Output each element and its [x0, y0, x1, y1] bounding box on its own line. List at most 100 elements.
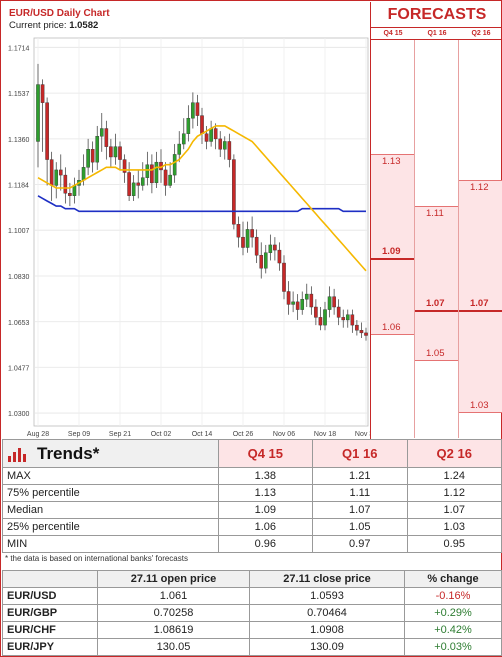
price-head-open: 27.11 open price: [96, 570, 251, 588]
candle: [49, 159, 54, 186]
table-row: 75% percentile 1.13 1.11 1.12: [2, 484, 502, 502]
forecast-median-line: [371, 257, 414, 260]
candle: [45, 102, 49, 160]
forecast-min-label: 1.06: [382, 322, 401, 334]
table-row: EUR/USD 1.061 1.0593 -0.16%: [2, 587, 502, 605]
candle: [323, 309, 327, 326]
candle: [209, 128, 213, 142]
forecast-median-line: [415, 309, 458, 312]
forecast-range-bar: [459, 180, 502, 414]
candle: [90, 149, 95, 163]
forecast-median-line: [459, 309, 502, 312]
forecast-column-header: Q2 16: [459, 28, 502, 40]
x-tick-label: Sep 21: [109, 431, 131, 438]
price-head-change: % change: [404, 570, 502, 588]
price-head-blank: [2, 570, 98, 588]
candle: [263, 252, 268, 269]
forecast-min-label: 1.03: [470, 400, 489, 412]
y-tick-label: 1.1184: [8, 182, 29, 189]
trends-head-q2: Q2 16: [406, 439, 502, 468]
forecast-range-bar: [371, 154, 414, 336]
candle: [150, 164, 154, 184]
forecast-column-header: Q4 15: [371, 28, 415, 40]
candle: [318, 317, 323, 326]
forecast-column: 1.12 1.03 1.07: [459, 40, 502, 438]
forecast-max-label: 1.12: [470, 182, 489, 194]
candle: [200, 115, 204, 134]
y-tick-label: 1.0653: [8, 320, 30, 327]
candle: [181, 133, 186, 145]
candle: [355, 324, 359, 331]
price-chart: EUR/USD Daily Chart Current price: 1.058…: [2, 2, 377, 439]
candle: [332, 296, 336, 308]
y-tick-label: 1.0477: [8, 365, 30, 372]
x-tick-label: Nov 06: [273, 431, 295, 438]
candle: [222, 141, 227, 150]
current-price-value: 1.0582: [69, 20, 99, 31]
forecast-max-label: 1.13: [382, 156, 401, 168]
candle: [364, 332, 368, 336]
candle: [168, 174, 172, 186]
candle: [109, 146, 113, 158]
candle: [232, 159, 236, 225]
candle: [259, 255, 264, 269]
candlestick-chart-svg: 1.0300 1.0477 1.0653 1.0830 1.1007 1.1184 1.13…: [8, 37, 377, 438]
candle: [227, 141, 232, 160]
x-tick-label: Sep 09: [68, 431, 90, 438]
x-tick-label: Nov 18: [314, 431, 336, 438]
candle: [104, 128, 109, 147]
y-tick-label: 1.1360: [8, 137, 30, 144]
trends-table: Trends* Q4 15 Q1 16 Q2 16 MAX 1.38 1.21 1.2…: [2, 439, 502, 553]
table-row: 25% percentile 1.06 1.05 1.03: [2, 518, 502, 536]
table-row: EUR/GBP 0.70258 0.70464 +0.29%: [2, 604, 502, 622]
forecast-min-label: 1.05: [426, 348, 445, 360]
candle: [54, 169, 59, 186]
candle: [58, 169, 63, 176]
candle: [154, 161, 159, 184]
x-tick-label: Aug 28: [27, 431, 49, 438]
candle: [63, 174, 68, 194]
table-row: MIN 0.96 0.97 0.95: [2, 535, 502, 553]
candle: [113, 146, 118, 158]
candle: [140, 177, 145, 186]
candle: [359, 330, 364, 334]
candle: [145, 164, 150, 178]
x-tick-label: Oct 26: [233, 431, 254, 438]
candle: [118, 146, 122, 160]
trends-title: Trends*: [2, 439, 219, 468]
price-table: 27.11 open price 27.11 close price % cha…: [2, 570, 502, 656]
candle: [327, 296, 332, 310]
x-tick-label: Oct 02: [151, 431, 172, 438]
candle: [122, 159, 127, 173]
candle: [81, 167, 86, 181]
candle: [341, 317, 346, 321]
y-tick-label: 1.1537: [8, 91, 30, 98]
candle: [268, 244, 273, 253]
candle: [195, 102, 200, 116]
moving-average-short: [37, 125, 367, 272]
candle: [163, 169, 168, 186]
candle: [282, 262, 286, 292]
y-tick-label: 1.0830: [8, 274, 30, 281]
y-tick-label: 1.1007: [8, 228, 30, 235]
candle: [177, 143, 182, 155]
candle: [72, 185, 77, 196]
forecast-column: 1.11 1.05 1.07: [415, 40, 459, 438]
candle: [172, 154, 177, 176]
y-tick-label: 1.1714: [8, 45, 30, 52]
candle: [236, 224, 241, 238]
candle: [131, 182, 136, 196]
candle: [241, 236, 245, 248]
forecast-column: 1.13 1.06 1.09: [371, 40, 415, 438]
candle: [291, 301, 295, 305]
candle: [136, 182, 141, 186]
plot-frame: [33, 37, 369, 427]
x-tick-label: Oct 14: [192, 431, 213, 438]
y-tick-label: 1.0300: [8, 411, 30, 418]
candle: [213, 128, 218, 140]
trends-head-q4: Q4 15: [217, 439, 314, 468]
forecast-median-label: 1.09: [382, 245, 401, 257]
candle: [350, 314, 355, 326]
candle: [314, 306, 318, 318]
table-row: EUR/CHF 1.08619 1.0908 +0.42%: [2, 621, 502, 639]
